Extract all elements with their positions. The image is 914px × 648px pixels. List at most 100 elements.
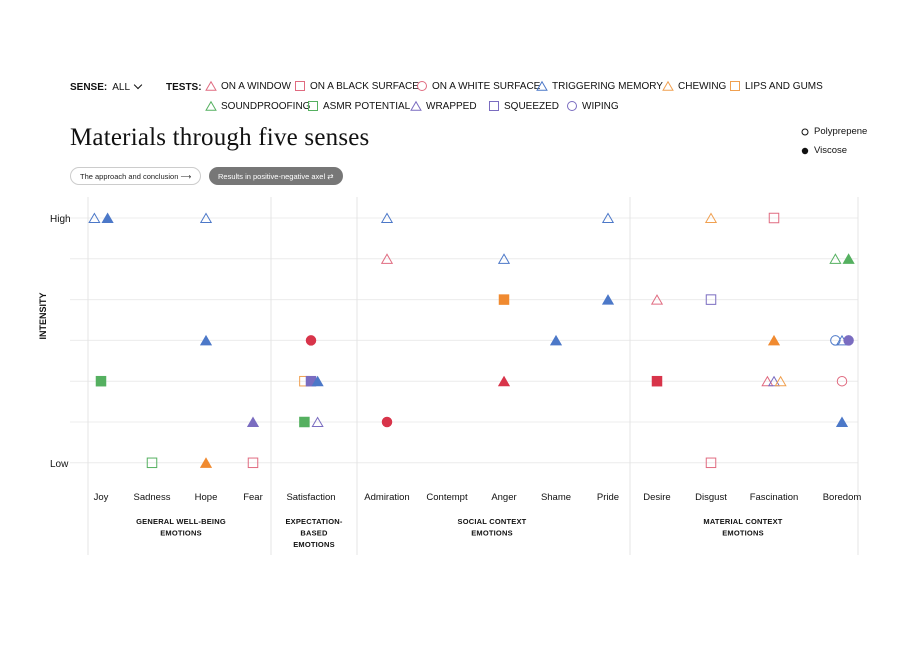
x-tick-label-fear: Fear (243, 492, 263, 503)
approach-button[interactable]: The approach and conclusion ⟶ (70, 167, 202, 185)
group-label-general-well-being-emotions: EMOTIONS (160, 529, 202, 538)
test-legend-triggering-memory[interactable]: TRIGGERING MEMORY (536, 80, 663, 92)
filled-circle-icon (801, 147, 809, 154)
hollow-circle-icon (801, 128, 809, 135)
test-legend-on-a-window[interactable]: ON A WINDOW (205, 80, 291, 92)
test-legend-label: WIPING (582, 100, 619, 112)
page-title: Materials through five senses (70, 124, 370, 151)
sense-label: SENSE: (70, 82, 108, 93)
x-tick-label-sadness: Sadness (134, 492, 171, 503)
data-point-hope-triangle (199, 334, 213, 346)
results-axis-button[interactable]: Results in positive-negative axel ⇄ (209, 167, 343, 185)
test-legend-label: SOUNDPROOFING (221, 100, 311, 112)
y-axis-label: INTENSITY (38, 292, 48, 339)
triangle-icon (536, 80, 548, 91)
x-tick-label-contempt: Contempt (426, 492, 468, 503)
y-tick-label-high: High (50, 214, 71, 225)
triangle-icon (205, 80, 217, 91)
data-point-joy-triangle (88, 212, 101, 224)
data-point-fascination-triangle (767, 375, 781, 387)
data-point-satisfaction-triangle (311, 416, 324, 428)
circle-icon (417, 81, 427, 91)
data-point-admiration-circle (381, 416, 393, 428)
data-point-desire-square (651, 375, 663, 387)
group-label-social-context-emotions: EMOTIONS (471, 529, 513, 538)
square-icon (295, 81, 305, 91)
data-point-fascination-triangle (761, 375, 774, 387)
data-point-satisfaction-triangle (311, 375, 324, 387)
test-legend-wrapped[interactable]: WRAPPED (410, 100, 477, 112)
x-tick-label-disgust: Disgust (695, 492, 727, 503)
data-point-boredom-triangle (842, 253, 855, 264)
square-icon (489, 101, 499, 111)
test-legend-lips-and-gums[interactable]: LIPS AND GUMS (729, 80, 823, 92)
test-legend-label: ON A WINDOW (221, 80, 291, 92)
square-icon (489, 101, 499, 111)
material-legend-polypropene[interactable]: Polyprepene (801, 126, 867, 137)
triangle-icon (410, 100, 422, 111)
data-point-boredom-circle (830, 335, 841, 346)
material-legend-viscose[interactable]: Viscose (801, 145, 847, 156)
test-legend-squeezed[interactable]: SQUEEZED (488, 100, 559, 112)
x-tick-label-anger: Anger (491, 492, 516, 503)
data-point-disgust-square (705, 457, 717, 469)
group-label-general-well-being-emotions: GENERAL WELL-BEING (136, 517, 226, 526)
test-legend-on-a-white-surface[interactable]: ON A WHITE SURFACE (416, 80, 540, 92)
data-point-fascination-square (768, 212, 780, 224)
data-point-pride-triangle (601, 212, 615, 224)
triangle-icon (410, 100, 422, 111)
test-legend-asmr-potential[interactable]: ASMR POTENTIAL (307, 100, 410, 112)
data-point-desire-triangle (650, 294, 664, 305)
test-legend-label: LIPS AND GUMS (745, 80, 823, 92)
group-label-material-context-emotions: EMOTIONS (722, 529, 764, 538)
data-point-fear-triangle (246, 416, 260, 428)
sense-filter[interactable]: SENSE: ALL (70, 80, 143, 93)
test-legend-label: CHEWING (678, 80, 727, 92)
group-label-expectation-based-emotions: BASED (300, 529, 328, 538)
data-point-disgust-square (705, 294, 717, 305)
data-point-disgust-triangle (704, 212, 718, 224)
test-legend-wiping[interactable]: WIPING (566, 100, 619, 112)
data-point-boredom-circle (836, 375, 848, 387)
test-legend-on-a-black-surface[interactable]: ON A BLACK SURFACE (294, 80, 419, 92)
circle-icon (567, 101, 577, 111)
test-legend-soundproofing[interactable]: SOUNDPROOFING (205, 100, 310, 112)
test-legend-label: SQUEEZED (504, 100, 560, 112)
triangle-icon (662, 80, 674, 91)
group-label-social-context-emotions: SOCIAL CONTEXT (458, 517, 527, 526)
triangle-icon (205, 100, 217, 111)
triangle-icon (205, 100, 217, 111)
data-point-admiration-triangle (380, 253, 394, 264)
square-icon (730, 81, 740, 91)
test-legend-label: TRIGGERING MEMORY (552, 80, 663, 92)
data-point-fear-square (247, 457, 259, 469)
tests-label: TESTS: (166, 82, 202, 93)
data-point-hope-triangle (199, 457, 213, 468)
x-tick-label-pride: Pride (597, 492, 619, 503)
chart-points (88, 212, 855, 469)
chart-grid (70, 197, 859, 555)
square-icon (308, 101, 318, 111)
test-legend-label: ON A WHITE SURFACE (432, 80, 541, 92)
x-tick-label-desire: Desire (643, 492, 670, 503)
triangle-icon (662, 80, 674, 91)
data-point-fascination-triangle (767, 334, 781, 346)
data-point-boredom-circle (843, 335, 854, 346)
test-legend-chewing[interactable]: CHEWING (662, 80, 726, 92)
triangle-icon (536, 80, 548, 91)
test-legend-label: ASMR POTENTIAL (323, 100, 411, 112)
data-point-anger-square (498, 294, 510, 305)
test-legend-label: WRAPPED (426, 100, 477, 112)
data-point-fascination-triangle (774, 375, 787, 387)
x-tick-label-hope: Hope (195, 492, 218, 503)
data-point-hope-triangle (199, 212, 213, 224)
x-tick-label-shame: Shame (541, 492, 571, 503)
triangle-icon (205, 80, 217, 91)
data-point-anger-triangle (497, 253, 511, 264)
data-point-boredom-triangle (835, 416, 849, 428)
square-icon (308, 101, 318, 111)
data-point-satisfaction-circle (305, 335, 317, 346)
square-icon (295, 81, 305, 91)
circle-icon (567, 101, 577, 111)
